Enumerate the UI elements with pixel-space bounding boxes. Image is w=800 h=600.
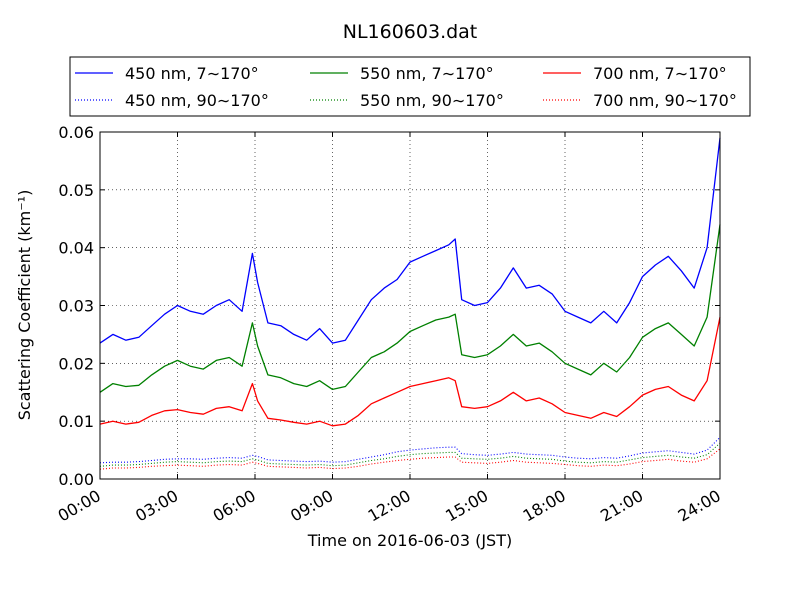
y-tick-label: 0.04 [58, 239, 94, 258]
x-tick-label: 09:00 [287, 486, 336, 526]
legend-label: 700 nm, 90∼170° [593, 91, 737, 110]
x-tick-label: 06:00 [210, 486, 259, 526]
x-tick-label: 12:00 [365, 486, 414, 526]
x-tick-label: 24:00 [675, 486, 724, 526]
y-tick-label: 0.05 [58, 181, 94, 200]
legend-label: 550 nm, 90∼170° [360, 91, 504, 110]
y-axis-label: Scattering Coefficient (km⁻¹) [15, 190, 34, 421]
series-line-4 [99, 316, 721, 427]
legend-label: 450 nm, 7∼170° [125, 64, 259, 83]
series-line-5 [99, 448, 721, 470]
series-line-1 [99, 437, 721, 464]
x-tick-label: 15:00 [442, 486, 491, 526]
x-tick-label: 00:00 [55, 486, 104, 526]
y-tick-label: 0.06 [58, 123, 94, 142]
y-axis: 0.00 0.01 0.02 0.03 0.04 0.05 0.06 [58, 123, 720, 489]
x-tick-label: 21:00 [597, 486, 646, 526]
y-tick-label: 0.01 [58, 412, 94, 431]
x-tick-label: 18:00 [520, 486, 569, 526]
legend-box [69, 56, 751, 117]
legend-label: 450 nm, 90∼170° [125, 91, 269, 110]
grid [100, 132, 720, 479]
chart-title: NL160603.dat [343, 21, 478, 43]
plot-lines [99, 137, 721, 470]
series-line-0 [99, 137, 721, 344]
y-tick-label: 0.03 [58, 297, 94, 316]
x-axis-label: Time on 2016-06-03 (JST) [307, 531, 512, 550]
legend: 450 nm, 7∼170° 550 nm, 7∼170° 700 nm, 7∼17… [69, 56, 751, 117]
y-tick-label: 0.02 [58, 354, 94, 373]
y-tick-label: 0.00 [58, 470, 94, 489]
x-axis: 00:00 03:00 06:00 09:00 12:00 15:00 18:00 21:00… [55, 132, 724, 526]
series-line-2 [99, 224, 721, 393]
series-line-3 [99, 442, 721, 467]
legend-label: 550 nm, 7∼170° [360, 64, 494, 83]
x-tick-label: 03:00 [132, 486, 181, 526]
legend-label: 700 nm, 7∼170° [593, 64, 727, 83]
